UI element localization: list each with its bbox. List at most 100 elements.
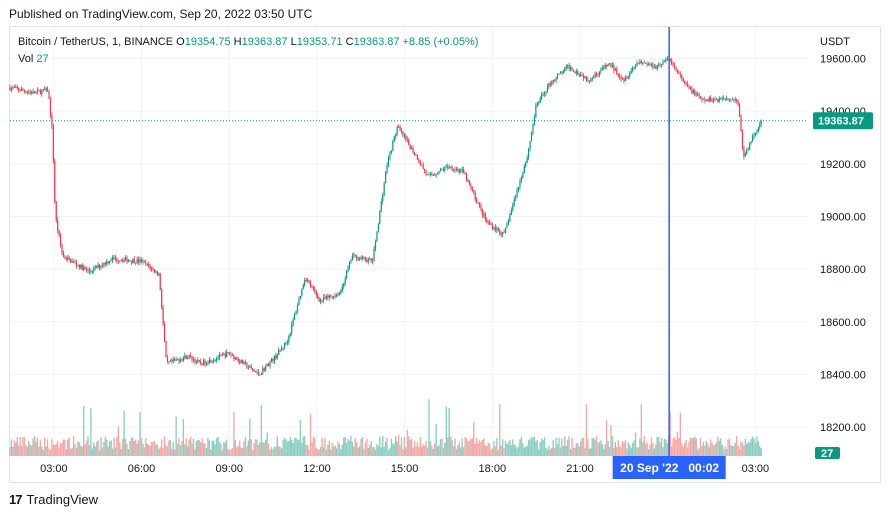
volume-bar: [173, 449, 176, 456]
candle-body: [552, 80, 554, 83]
candle-body: [62, 252, 65, 257]
candle-body: [124, 257, 127, 260]
candle-body: [695, 94, 697, 96]
volume-bar: [577, 443, 579, 456]
candle-body: [114, 257, 117, 259]
volume-bar: [538, 449, 540, 456]
candle-body: [35, 91, 37, 94]
candle-body: [649, 63, 651, 65]
candle-body: [334, 295, 336, 298]
candle-body: [647, 63, 650, 66]
candle-body: [634, 66, 637, 68]
candle-body: [543, 93, 546, 95]
candle-body: [42, 89, 44, 91]
volume-bar: [283, 437, 286, 456]
candle-body: [296, 305, 299, 312]
candle-body: [490, 224, 492, 226]
candle-body: [198, 360, 200, 362]
candle-body: [226, 352, 228, 358]
price-tick-label: 18800.00: [820, 264, 866, 276]
candle-body: [149, 266, 151, 269]
candle-body: [483, 214, 485, 215]
volume-bar: [682, 447, 684, 456]
candle-body: [161, 289, 163, 308]
volume-bar: [623, 442, 625, 456]
volume-bar: [116, 436, 118, 456]
volume-bar: [423, 445, 426, 456]
volume-bar: [296, 439, 299, 456]
last-volume-label: 27: [821, 448, 833, 460]
volume-bar: [106, 439, 108, 456]
candle-body: [325, 295, 327, 299]
candle-body: [301, 288, 303, 297]
price-tick-label: 19000.00: [820, 211, 866, 223]
volume-bar: [370, 441, 372, 456]
candle-body: [32, 91, 34, 94]
price-tick-label: 19200.00: [820, 159, 866, 171]
candle-body: [23, 90, 26, 92]
volume-bar: [77, 441, 79, 456]
candle-body: [265, 366, 267, 371]
candle-body: [359, 257, 361, 260]
volume-bar: [149, 445, 151, 456]
candle-body: [632, 68, 634, 71]
volume-bar: [152, 442, 154, 456]
volume-bar: [393, 444, 395, 456]
candle-body: [480, 205, 482, 209]
candle-body: [308, 280, 310, 283]
candle-body: [477, 202, 479, 204]
volume-bar: [244, 436, 247, 456]
volume-bar: [204, 443, 206, 456]
candle-body: [494, 227, 497, 231]
candle-body: [708, 97, 710, 102]
volume-bar: [88, 444, 91, 456]
ohlc-row: Bitcoin / TetherUS, 1, BINANCE O19354.75…: [18, 34, 478, 51]
volume-bar: [119, 442, 121, 456]
candle-body: [581, 74, 583, 76]
candle-body: [396, 126, 398, 135]
candle-body: [522, 173, 524, 178]
candle-body: [204, 360, 206, 365]
volume-bar: [397, 434, 400, 456]
volume-bar: [452, 445, 455, 456]
candle-body: [454, 169, 456, 171]
volume-bar: [25, 444, 27, 456]
volume-bar: [501, 439, 504, 456]
volume-bar: [465, 438, 468, 456]
chart-frame[interactable]: [9, 26, 881, 483]
candle-body: [83, 267, 85, 271]
candle-body: [720, 98, 722, 100]
volume-bar: [419, 437, 421, 456]
candle-body: [372, 260, 374, 262]
volume-bar: [743, 445, 745, 456]
candle-body: [16, 86, 18, 89]
tradingview-logo[interactable]: 17 TradingView: [9, 492, 98, 507]
candle-body: [710, 97, 712, 102]
volume-bar: [129, 441, 131, 456]
candle-body: [535, 105, 537, 117]
volume-bar: [58, 448, 60, 456]
candle-body: [380, 201, 382, 212]
candle-body: [71, 261, 73, 263]
candle-body: [202, 360, 205, 365]
candle-body: [373, 248, 375, 262]
volume-bar: [737, 445, 739, 456]
candle-body: [150, 268, 153, 270]
candle-body: [65, 258, 67, 260]
candle-series: [9, 55, 762, 377]
volume-bar: [519, 439, 521, 456]
candle-body: [98, 264, 101, 268]
volume-bar: [746, 443, 748, 456]
candle-body: [386, 165, 388, 173]
close-label: C: [345, 36, 354, 48]
time-tick-label: 18:00: [479, 463, 507, 475]
volume-bar: [348, 440, 351, 456]
volume-bar: [247, 440, 250, 456]
candle-body: [85, 268, 88, 271]
price-tick-label: 18600.00: [820, 317, 866, 329]
candle-body: [113, 257, 115, 259]
candle-body: [331, 296, 333, 298]
candle-body: [753, 135, 755, 137]
volume-bar: [588, 448, 591, 456]
